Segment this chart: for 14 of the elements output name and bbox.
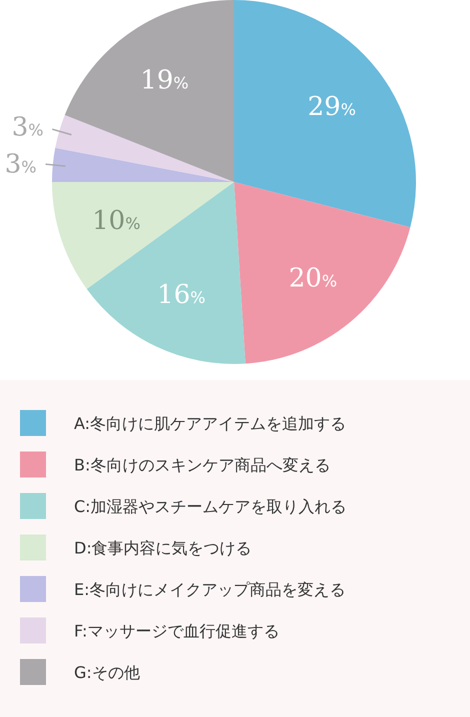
data-label: 3% xyxy=(4,149,36,180)
legend-label: A:冬向けに肌ケアアイテムを追加する xyxy=(74,414,346,433)
legend-label: B:冬向けのスキンケア商品へ変える xyxy=(74,456,330,474)
legend-label: C:加湿器やスチームケアを取り入れる xyxy=(74,497,347,516)
data-label: 3% xyxy=(12,112,44,143)
data-label: 10% xyxy=(92,206,140,236)
data-label: 19% xyxy=(140,66,189,96)
legend-label: D:食事内容に気をつける xyxy=(74,538,252,558)
data-label: 16% xyxy=(157,280,206,310)
legend-label: G:その他 xyxy=(74,663,140,682)
legend-label: F:マッサージで血行促進する xyxy=(74,622,280,640)
legend-label: E:冬向けにメイクアップ商品を変える xyxy=(74,580,346,599)
data-label: 29% xyxy=(308,92,356,122)
data-label: 20% xyxy=(288,263,338,294)
